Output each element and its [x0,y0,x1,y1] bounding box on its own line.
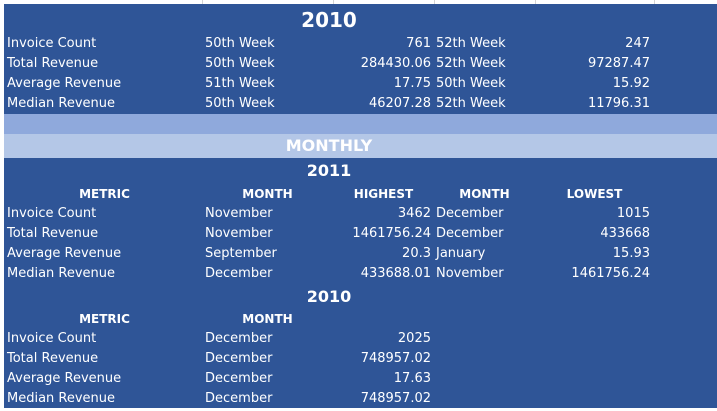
monthly-2011-low-month-cell[interactable]: January [436,246,486,261]
gridline [535,0,536,4]
weekly-2010-title[interactable]: 2010 [301,8,357,32]
monthly-2010-value-cell[interactable]: 2025 [397,331,431,346]
monthly-2011-metric-cell[interactable]: Total Revenue [7,226,99,241]
monthly-2011-metric-cell[interactable]: Median Revenue [7,266,116,281]
weekly-metric-cell[interactable]: Average Revenue [7,76,122,91]
weekly-high-value-cell[interactable]: 761 [406,36,431,51]
weekly-block [4,4,717,114]
weekly-metric-cell[interactable]: Median Revenue [7,96,116,111]
column-header-lowest[interactable]: LOWEST [566,187,623,201]
monthly-2011-low-value-cell[interactable]: 1461756.24 [571,266,650,281]
monthly-2011-low-month-cell[interactable]: December [436,226,504,241]
monthly-2010-title[interactable]: 2010 [306,287,352,306]
weekly-high-label-cell[interactable]: 50th Week [205,36,275,51]
gridline [654,0,655,4]
monthly-2011-metric-cell[interactable]: Invoice Count [7,206,97,221]
column-header-highest[interactable]: HIGHEST [353,187,414,201]
column-header-month[interactable]: MONTH [242,312,293,326]
monthly-2011-high-month-cell[interactable]: September [205,246,277,261]
weekly-high-label-cell[interactable]: 50th Week [205,96,275,111]
monthly-2011-high-month-cell[interactable]: November [205,206,273,221]
monthly-2010-value-cell[interactable]: 748957.02 [360,391,431,406]
gridline [202,0,203,4]
monthly-2011-high-value-cell[interactable]: 3462 [397,206,431,221]
monthly-2010-month-cell[interactable]: December [205,351,273,366]
monthly-2010-metric-cell[interactable]: Average Revenue [7,371,122,386]
weekly-high-value-cell[interactable]: 17.75 [393,76,431,91]
monthly-block [4,158,717,408]
monthly-2011-low-month-cell[interactable]: November [436,266,504,281]
monthly-header-band [4,134,717,158]
monthly-2010-month-cell[interactable]: December [205,331,273,346]
monthly-2010-value-cell[interactable]: 17.63 [393,371,431,386]
monthly-2011-metric-cell[interactable]: Average Revenue [7,246,122,261]
monthly-2011-high-value-cell[interactable]: 1461756.24 [352,226,431,241]
monthly-2010-metric-cell[interactable]: Total Revenue [7,351,99,366]
gridline [333,0,334,4]
column-header-month[interactable]: MONTH [242,187,293,201]
weekly-low-value-cell[interactable]: 11796.31 [587,96,650,111]
monthly-section-title[interactable]: MONTHLY [285,136,373,155]
monthly-2010-metric-cell[interactable]: Median Revenue [7,391,116,406]
monthly-2011-low-value-cell[interactable]: 433668 [600,226,650,241]
weekly-low-label-cell[interactable]: 52th Week [436,36,506,51]
weekly-metric-cell[interactable]: Total Revenue [7,56,99,71]
monthly-2011-low-month-cell[interactable]: December [436,206,504,221]
weekly-high-label-cell[interactable]: 51th Week [205,76,275,91]
monthly-2011-low-value-cell[interactable]: 1015 [616,206,650,221]
column-header-metric[interactable]: METRIC [79,312,130,326]
separator-band [4,114,717,134]
monthly-2010-metric-cell[interactable]: Invoice Count [7,331,97,346]
monthly-2011-high-value-cell[interactable]: 433688.01 [360,266,431,281]
monthly-2011-title[interactable]: 2011 [306,161,352,180]
weekly-high-value-cell[interactable]: 46207.28 [368,96,431,111]
monthly-2010-value-cell[interactable]: 748957.02 [360,351,431,366]
weekly-high-value-cell[interactable]: 284430.06 [360,56,431,71]
weekly-low-value-cell[interactable]: 247 [625,36,650,51]
monthly-2011-high-month-cell[interactable]: November [205,226,273,241]
weekly-high-label-cell[interactable]: 50th Week [205,56,275,71]
weekly-low-value-cell[interactable]: 97287.47 [587,56,650,71]
weekly-metric-cell[interactable]: Invoice Count [7,36,97,51]
gridline [434,0,435,4]
weekly-low-value-cell[interactable]: 15.92 [612,76,650,91]
weekly-low-label-cell[interactable]: 50th Week [436,76,506,91]
weekly-low-label-cell[interactable]: 52th Week [436,96,506,111]
monthly-2011-high-value-cell[interactable]: 20.3 [402,246,431,261]
monthly-2010-month-cell[interactable]: December [205,391,273,406]
monthly-2011-high-month-cell[interactable]: December [205,266,273,281]
column-header-metric[interactable]: METRIC [79,187,130,201]
monthly-2010-month-cell[interactable]: December [205,371,273,386]
monthly-2011-low-value-cell[interactable]: 15.93 [612,246,650,261]
weekly-low-label-cell[interactable]: 52th Week [436,56,506,71]
column-header-month-2[interactable]: MONTH [459,187,510,201]
